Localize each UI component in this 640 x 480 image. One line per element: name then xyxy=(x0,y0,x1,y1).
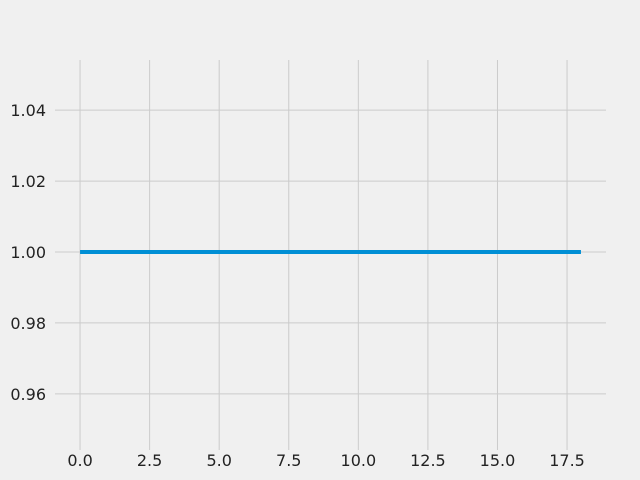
x-tick-label: 5.0 xyxy=(206,451,231,470)
x-tick-label: 10.0 xyxy=(341,451,377,470)
y-tick-label: 1.00 xyxy=(10,243,46,262)
y-tick-label: 0.96 xyxy=(10,385,46,404)
x-tick-label: 2.5 xyxy=(137,451,162,470)
x-axis-label: Relative Time xyxy=(265,477,394,480)
x-tick-label: 0.0 xyxy=(67,451,92,470)
x-tick-label: 17.5 xyxy=(549,451,585,470)
y-tick-label: 1.04 xyxy=(10,101,46,120)
y-tick-label: 1.02 xyxy=(10,172,46,191)
x-tick-label: 7.5 xyxy=(276,451,301,470)
x-tick-label: 15.0 xyxy=(480,451,516,470)
x-tick-label: 12.5 xyxy=(410,451,446,470)
y-tick-label: 0.98 xyxy=(10,314,46,333)
